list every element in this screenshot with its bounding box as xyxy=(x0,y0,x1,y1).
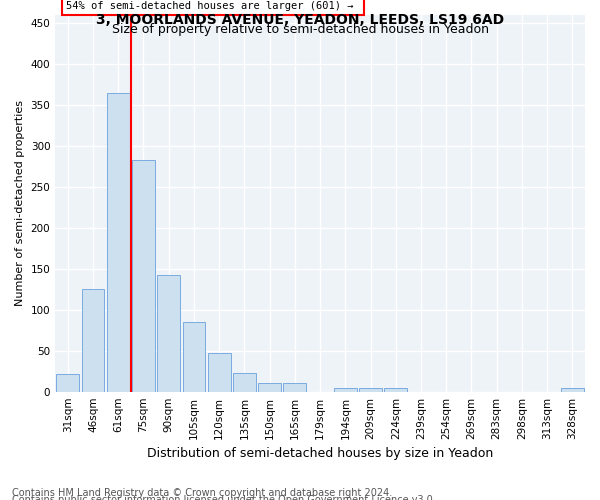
Bar xyxy=(157,274,180,392)
Text: Contains public sector information licensed under the Open Government Licence v3: Contains public sector information licen… xyxy=(12,495,436,500)
Text: Size of property relative to semi-detached houses in Yeadon: Size of property relative to semi-detach… xyxy=(112,22,488,36)
Bar xyxy=(56,374,79,392)
Bar xyxy=(561,388,584,392)
Y-axis label: Number of semi-detached properties: Number of semi-detached properties xyxy=(15,100,25,306)
Bar xyxy=(258,382,281,392)
Bar xyxy=(182,322,205,392)
Bar xyxy=(132,160,155,392)
Bar xyxy=(359,388,382,392)
Text: 3 MOORLANDS AVENUE: 75sqm
← 44% of semi-detached houses are smaller (490)
54% of: 3 MOORLANDS AVENUE: 75sqm ← 44% of semi-… xyxy=(66,0,359,11)
Bar xyxy=(334,388,356,392)
Text: Contains HM Land Registry data © Crown copyright and database right 2024.: Contains HM Land Registry data © Crown c… xyxy=(12,488,392,498)
Text: 3, MOORLANDS AVENUE, YEADON, LEEDS, LS19 6AD: 3, MOORLANDS AVENUE, YEADON, LEEDS, LS19… xyxy=(96,12,504,26)
Bar xyxy=(385,388,407,392)
Bar xyxy=(283,384,306,392)
Bar xyxy=(82,290,104,392)
Bar xyxy=(208,353,230,392)
Bar xyxy=(107,93,130,392)
X-axis label: Distribution of semi-detached houses by size in Yeadon: Distribution of semi-detached houses by … xyxy=(147,447,493,460)
Bar xyxy=(233,373,256,392)
